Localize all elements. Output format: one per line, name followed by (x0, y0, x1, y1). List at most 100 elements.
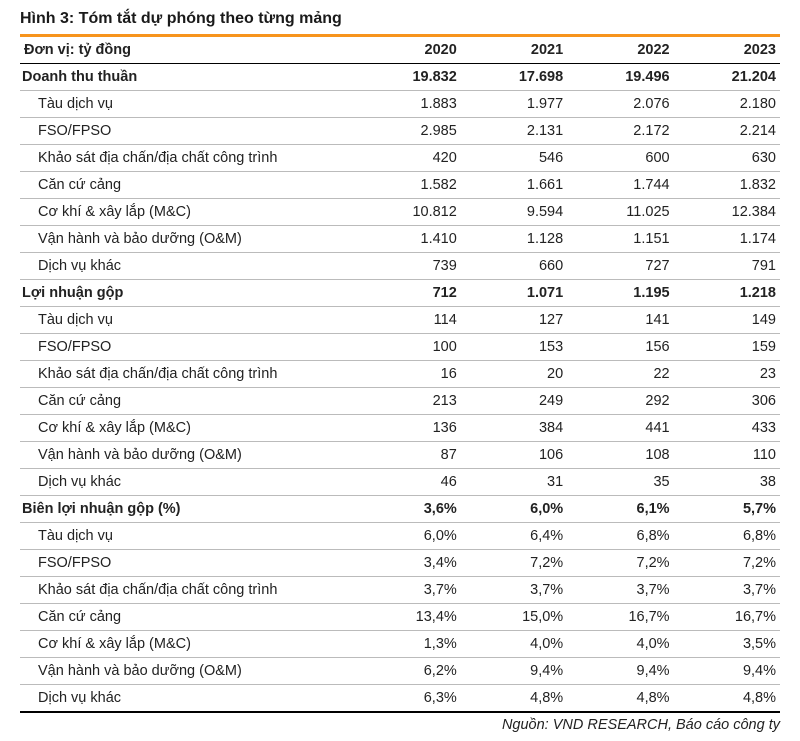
cell-value: 31 (461, 469, 567, 496)
row-label: Khảo sát địa chấn/địa chất công trình (20, 145, 354, 172)
row-label: Vận hành và bảo dưỡng (O&M) (20, 442, 354, 469)
cell-value: 2.985 (354, 118, 460, 145)
row-label: Căn cứ cảng (20, 388, 354, 415)
cell-value: 6,0% (354, 523, 460, 550)
cell-value: 12.384 (674, 199, 780, 226)
cell-value: 35 (567, 469, 673, 496)
cell-value: 23 (674, 361, 780, 388)
cell-value: 16,7% (567, 604, 673, 631)
table-row: Khảo sát địa chấn/địa chất công trình420… (20, 145, 780, 172)
cell-value: 1.174 (674, 226, 780, 253)
cell-value: 1.832 (674, 172, 780, 199)
cell-value: 600 (567, 145, 673, 172)
cell-value: 16,7% (674, 604, 780, 631)
cell-value: 441 (567, 415, 673, 442)
cell-value: 15,0% (461, 604, 567, 631)
row-label: Vận hành và bảo dưỡng (O&M) (20, 658, 354, 685)
table-row: Vận hành và bảo dưỡng (O&M)87106108110 (20, 442, 780, 469)
section-label: Doanh thu thuần (20, 64, 354, 91)
figure-container: Hình 3: Tóm tắt dự phóng theo từng mảng … (0, 0, 800, 741)
table-row: Tàu dịch vụ6,0%6,4%6,8%6,8% (20, 523, 780, 550)
table-row: Căn cứ cảng1.5821.6611.7441.832 (20, 172, 780, 199)
cell-value: 384 (461, 415, 567, 442)
cell-value: 127 (461, 307, 567, 334)
row-label: FSO/FPSO (20, 118, 354, 145)
cell-value: 739 (354, 253, 460, 280)
cell-value: 159 (674, 334, 780, 361)
table-row: Khảo sát địa chấn/địa chất công trình3,7… (20, 577, 780, 604)
projection-table: Đơn vị: tỷ đồng 2020 2021 2022 2023 Doan… (20, 37, 780, 713)
cell-value: 7,2% (567, 550, 673, 577)
row-label: Căn cứ cảng (20, 604, 354, 631)
cell-value: 6,2% (354, 658, 460, 685)
cell-value: 6,1% (567, 496, 673, 523)
table-row: Cơ khí & xây lắp (M&C)10.8129.59411.0251… (20, 199, 780, 226)
row-label: Cơ khí & xây lắp (M&C) (20, 415, 354, 442)
cell-value: 433 (674, 415, 780, 442)
cell-value: 2.076 (567, 91, 673, 118)
cell-value: 106 (461, 442, 567, 469)
cell-value: 630 (674, 145, 780, 172)
cell-value: 4,8% (567, 685, 673, 713)
row-label: Tàu dịch vụ (20, 91, 354, 118)
cell-value: 660 (461, 253, 567, 280)
table-row: Khảo sát địa chấn/địa chất công trình162… (20, 361, 780, 388)
cell-value: 1.977 (461, 91, 567, 118)
cell-value: 5,7% (674, 496, 780, 523)
cell-value: 6,0% (461, 496, 567, 523)
cell-value: 213 (354, 388, 460, 415)
row-label: FSO/FPSO (20, 550, 354, 577)
cell-value: 6,8% (567, 523, 673, 550)
cell-value: 46 (354, 469, 460, 496)
table-row: Căn cứ cảng213249292306 (20, 388, 780, 415)
cell-value: 7,2% (674, 550, 780, 577)
cell-value: 712 (354, 280, 460, 307)
cell-value: 10.812 (354, 199, 460, 226)
cell-value: 156 (567, 334, 673, 361)
row-label: Dịch vụ khác (20, 469, 354, 496)
col-year-0: 2020 (354, 37, 460, 64)
table-row: Dịch vụ khác739660727791 (20, 253, 780, 280)
cell-value: 1.410 (354, 226, 460, 253)
cell-value: 1.883 (354, 91, 460, 118)
section-row: Doanh thu thuần19.83217.69819.49621.204 (20, 64, 780, 91)
cell-value: 4,0% (567, 631, 673, 658)
cell-value: 1.661 (461, 172, 567, 199)
cell-value: 16 (354, 361, 460, 388)
cell-value: 4,8% (461, 685, 567, 713)
section-label: Biên lợi nhuận gộp (%) (20, 496, 354, 523)
cell-value: 153 (461, 334, 567, 361)
row-label: Khảo sát địa chấn/địa chất công trình (20, 577, 354, 604)
cell-value: 20 (461, 361, 567, 388)
cell-value: 100 (354, 334, 460, 361)
cell-value: 19.832 (354, 64, 460, 91)
cell-value: 149 (674, 307, 780, 334)
table-row: Dịch vụ khác6,3%4,8%4,8%4,8% (20, 685, 780, 713)
table-row: FSO/FPSO100153156159 (20, 334, 780, 361)
cell-value: 3,7% (674, 577, 780, 604)
cell-value: 9.594 (461, 199, 567, 226)
cell-value: 7,2% (461, 550, 567, 577)
cell-value: 1,3% (354, 631, 460, 658)
cell-value: 3,7% (354, 577, 460, 604)
cell-value: 9,4% (674, 658, 780, 685)
cell-value: 3,7% (461, 577, 567, 604)
cell-value: 2.172 (567, 118, 673, 145)
cell-value: 1.744 (567, 172, 673, 199)
cell-value: 727 (567, 253, 673, 280)
table-row: Cơ khí & xây lắp (M&C)136384441433 (20, 415, 780, 442)
table-row: FSO/FPSO3,4%7,2%7,2%7,2% (20, 550, 780, 577)
cell-value: 110 (674, 442, 780, 469)
table-header-row: Đơn vị: tỷ đồng 2020 2021 2022 2023 (20, 37, 780, 64)
table-row: Vận hành và bảo dưỡng (O&M)6,2%9,4%9,4%9… (20, 658, 780, 685)
col-year-1: 2021 (461, 37, 567, 64)
section-row: Biên lợi nhuận gộp (%)3,6%6,0%6,1%5,7% (20, 496, 780, 523)
cell-value: 3,7% (567, 577, 673, 604)
cell-value: 22 (567, 361, 673, 388)
col-year-2: 2022 (567, 37, 673, 64)
cell-value: 6,4% (461, 523, 567, 550)
row-label: FSO/FPSO (20, 334, 354, 361)
cell-value: 3,6% (354, 496, 460, 523)
table-row: Tàu dịch vụ114127141149 (20, 307, 780, 334)
cell-value: 546 (461, 145, 567, 172)
